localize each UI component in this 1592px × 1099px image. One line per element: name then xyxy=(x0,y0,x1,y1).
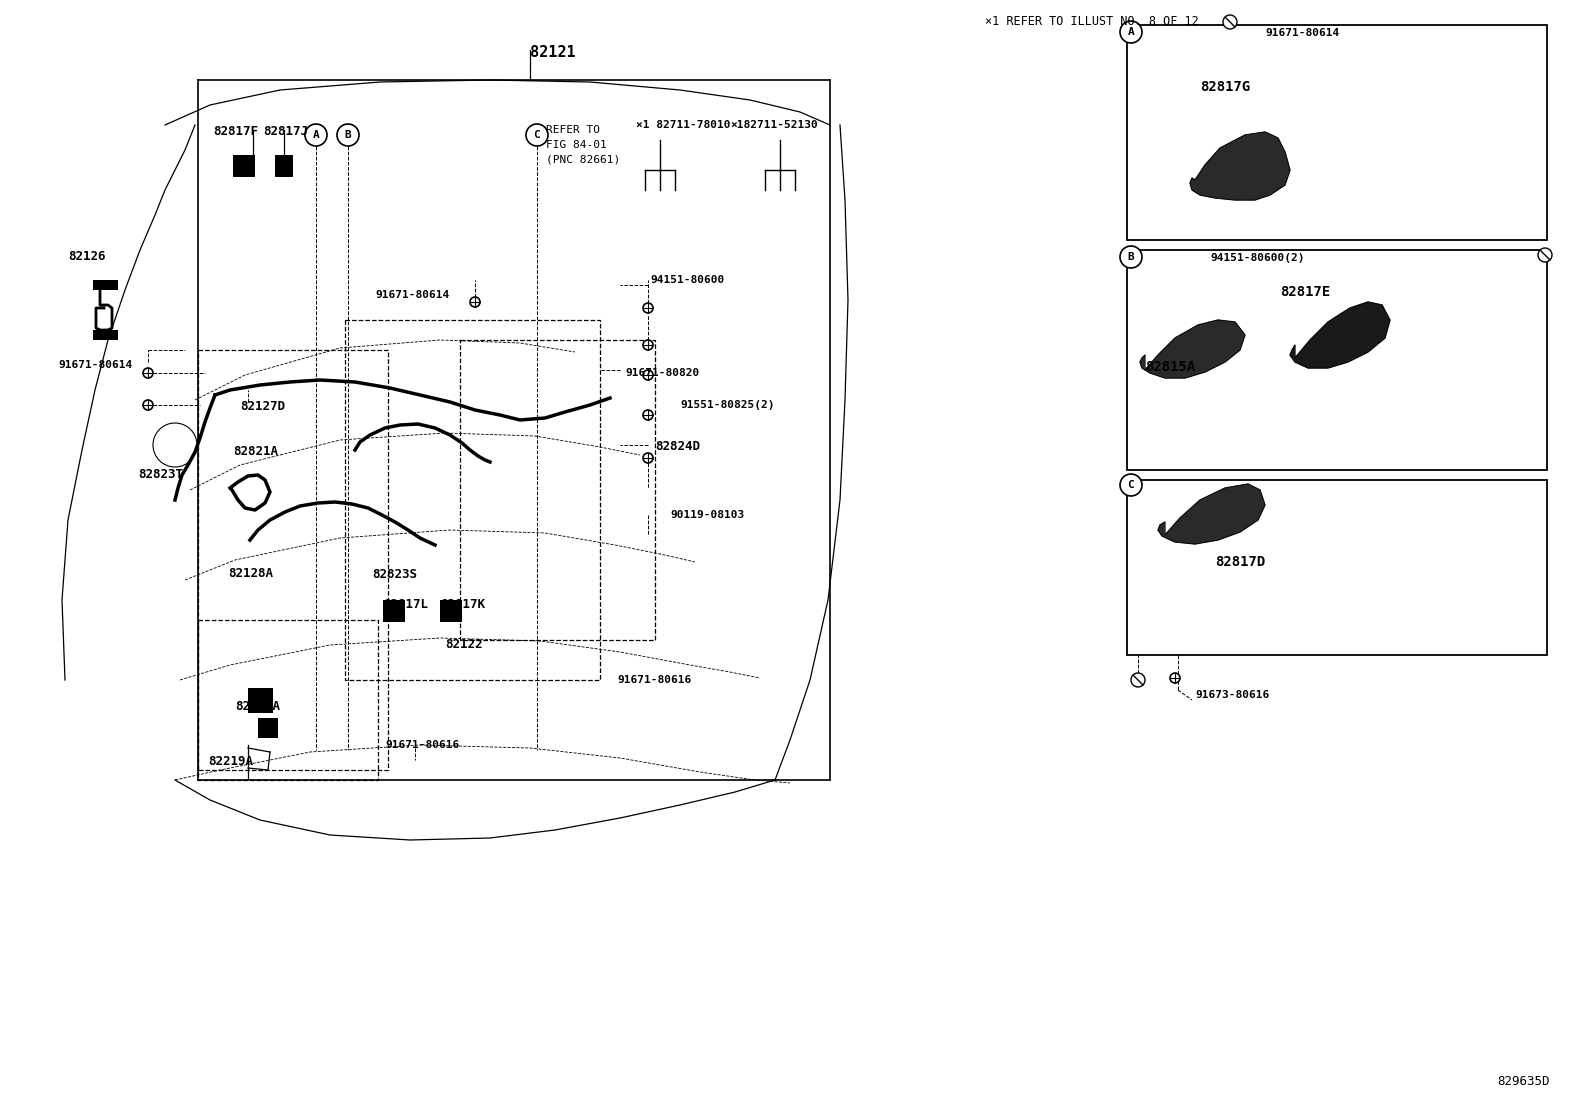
Text: 82815A: 82815A xyxy=(1145,360,1196,374)
Bar xyxy=(1127,249,1547,470)
Circle shape xyxy=(1130,673,1145,687)
Circle shape xyxy=(643,303,653,313)
Text: A: A xyxy=(1127,27,1135,37)
Text: 91671-80616: 91671-80616 xyxy=(385,740,458,750)
Text: 82126: 82126 xyxy=(68,249,105,263)
Circle shape xyxy=(643,453,653,463)
Text: 82817J: 82817J xyxy=(263,125,307,138)
Circle shape xyxy=(338,124,360,146)
Circle shape xyxy=(1170,673,1180,682)
Bar xyxy=(1127,480,1547,655)
Text: 91551-80825(2): 91551-80825(2) xyxy=(680,400,774,410)
Text: 829635D: 829635D xyxy=(1498,1075,1551,1088)
Text: ×1 82711-78010: ×1 82711-78010 xyxy=(635,120,731,130)
Bar xyxy=(345,320,600,680)
Text: C: C xyxy=(1127,480,1135,490)
Circle shape xyxy=(470,297,481,307)
Text: 82817E: 82817E xyxy=(1280,285,1331,299)
Text: A: A xyxy=(312,130,320,140)
Bar xyxy=(439,600,462,622)
Circle shape xyxy=(1121,21,1141,43)
Bar xyxy=(248,688,272,713)
Text: 82823T: 82823T xyxy=(139,468,183,481)
Bar xyxy=(275,155,293,177)
Text: 82127D: 82127D xyxy=(240,400,285,413)
Text: 82817G: 82817G xyxy=(1200,80,1250,95)
Circle shape xyxy=(306,124,326,146)
Text: B: B xyxy=(1127,252,1135,262)
Text: B: B xyxy=(344,130,352,140)
Circle shape xyxy=(643,340,653,349)
Text: 91671-80614: 91671-80614 xyxy=(1266,27,1339,38)
Text: 82122: 82122 xyxy=(446,639,482,651)
Text: 91671-80616: 91671-80616 xyxy=(618,675,691,685)
Text: 82121: 82121 xyxy=(530,45,576,60)
Text: 82817D: 82817D xyxy=(1215,555,1266,569)
Bar xyxy=(197,620,377,780)
Bar xyxy=(232,155,255,177)
Text: 91671-80614: 91671-80614 xyxy=(57,360,132,370)
Text: 82128A: 82128A xyxy=(228,567,272,580)
Circle shape xyxy=(1121,474,1141,496)
Text: REFER TO: REFER TO xyxy=(546,125,600,135)
Polygon shape xyxy=(1157,484,1266,544)
Circle shape xyxy=(1223,15,1237,29)
Text: C: C xyxy=(533,130,540,140)
Circle shape xyxy=(1121,246,1141,268)
Circle shape xyxy=(643,370,653,380)
Text: 82821A: 82821A xyxy=(232,445,279,458)
Bar xyxy=(197,349,388,770)
Bar xyxy=(108,330,118,340)
Text: 82219A: 82219A xyxy=(209,755,253,768)
Circle shape xyxy=(643,410,653,420)
Text: 91673-80616: 91673-80616 xyxy=(1196,690,1269,700)
Polygon shape xyxy=(1140,320,1245,378)
Polygon shape xyxy=(1290,302,1390,368)
Bar xyxy=(258,718,279,739)
Text: 90119-08103: 90119-08103 xyxy=(670,510,743,520)
Text: 82817K: 82817K xyxy=(439,598,486,611)
Polygon shape xyxy=(1189,132,1290,200)
Bar xyxy=(1127,25,1547,240)
Bar xyxy=(92,330,108,340)
Text: 91671-80820: 91671-80820 xyxy=(626,368,699,378)
Text: 94151-80600(2): 94151-80600(2) xyxy=(1210,253,1304,263)
Text: (PNC 82661): (PNC 82661) xyxy=(546,155,621,165)
Text: 94151-80600: 94151-80600 xyxy=(650,275,724,285)
Text: 91671-80614: 91671-80614 xyxy=(376,290,449,300)
Text: 82817F: 82817F xyxy=(213,125,258,138)
Circle shape xyxy=(1538,248,1552,262)
Bar xyxy=(384,600,404,622)
Circle shape xyxy=(153,423,197,467)
Circle shape xyxy=(143,400,153,410)
Bar xyxy=(92,280,108,290)
Circle shape xyxy=(525,124,548,146)
Text: 82823S: 82823S xyxy=(373,568,417,581)
Text: 82824D: 82824D xyxy=(654,440,700,453)
Bar xyxy=(460,340,654,640)
Bar xyxy=(108,280,118,290)
Text: 82666A: 82666A xyxy=(236,700,280,713)
Circle shape xyxy=(143,368,153,378)
Text: ×182711-52130: ×182711-52130 xyxy=(731,120,818,130)
Text: ×1 REFER TO ILLUST NO. 8 OF 12: ×1 REFER TO ILLUST NO. 8 OF 12 xyxy=(985,15,1199,27)
Text: FIG 84-01: FIG 84-01 xyxy=(546,140,607,149)
Text: 82817L: 82817L xyxy=(384,598,428,611)
